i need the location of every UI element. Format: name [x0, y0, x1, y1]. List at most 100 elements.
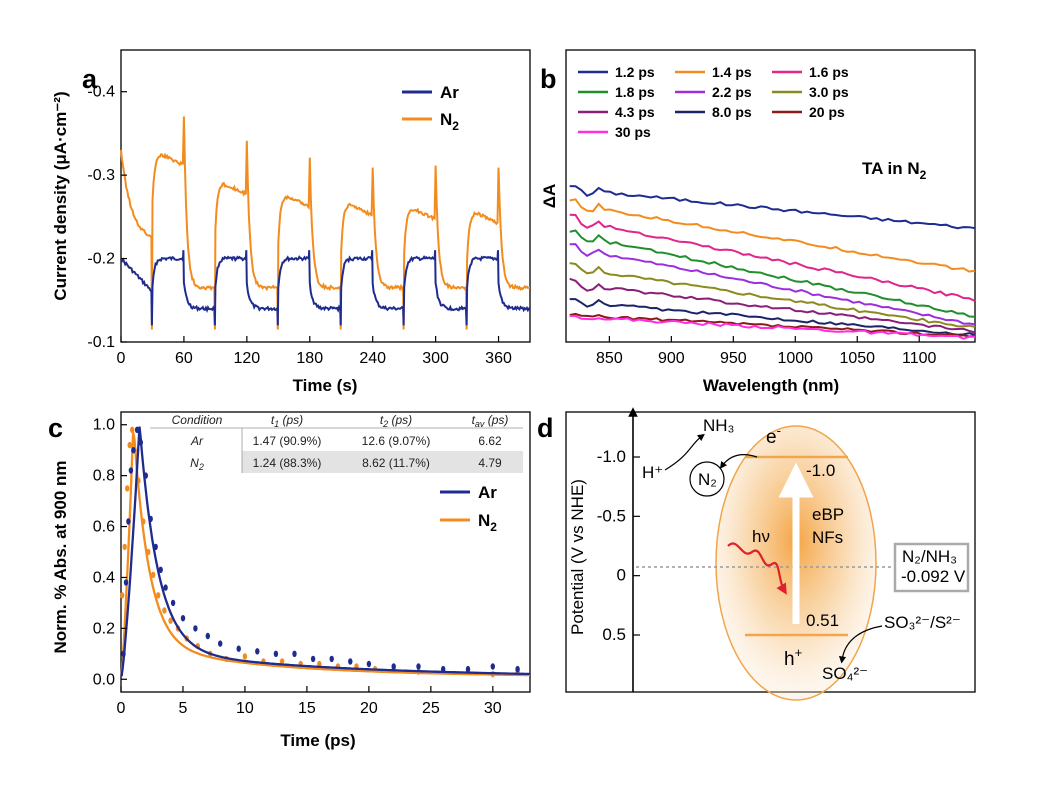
- data-point-ar: [310, 655, 316, 663]
- fit-curve-n2: [120, 432, 530, 677]
- legend-label-a-main: N: [440, 110, 452, 129]
- legend-label-b: 30 ps: [615, 124, 651, 140]
- hole-symbol: h: [784, 649, 795, 670]
- plot-frame-b: [565, 49, 976, 343]
- table-cell-condition: Ar: [190, 434, 204, 448]
- data-point-ar: [366, 660, 372, 668]
- data-point-ar: [180, 615, 186, 622]
- y-tick-label-c: 0.6: [93, 519, 115, 536]
- data-point-ar: [153, 543, 158, 551]
- data-point-n2: [130, 426, 135, 433]
- table-row-highlight: [242, 451, 523, 473]
- legend-label-b: 3.0 ps: [809, 84, 849, 100]
- y-tick-label-a: -0.2: [87, 251, 115, 268]
- legend-label-c-main: Ar: [478, 483, 497, 502]
- x-tick-label-c: 5: [179, 700, 188, 717]
- ta-spectrum-30-ps: [569, 314, 975, 340]
- panel-d: d -1.0 -0.5 0 0.5 Potential (V vs NHE) e- -…: [537, 407, 976, 701]
- table-header-sub: 2: [382, 419, 388, 429]
- y-axis-label-b: ΔA: [540, 184, 559, 209]
- vb-value: 0.51: [806, 611, 839, 630]
- data-point-n2: [156, 592, 161, 599]
- x-tick-label-b: 1100: [902, 350, 937, 367]
- data-point-ar: [131, 447, 136, 454]
- photon-label: hν: [752, 527, 770, 546]
- table-header: t1 (ps): [271, 413, 303, 429]
- electron-charge: -: [777, 423, 781, 438]
- table-header-suffix: (ps): [484, 413, 508, 427]
- x-tick-label-c: 15: [298, 700, 316, 717]
- table-header: Condition: [172, 413, 223, 427]
- legend-label-b: 8.0 ps: [712, 104, 752, 120]
- legend-label-b: 1.2 ps: [615, 64, 655, 80]
- legend-label-b: 1.4 ps: [712, 64, 752, 80]
- legend-label-a-main: Ar: [440, 83, 459, 102]
- table-header-text: Condition: [172, 413, 223, 427]
- panel-a: a 0 60 120 180 240 300 360 -0.1 -0.2 -0.3 -0.4 Tim…: [51, 49, 531, 395]
- data-point-n2: [120, 592, 125, 599]
- table-cell-t2: 12.6 (9.07%): [362, 434, 431, 448]
- x-tick-label-b: 900: [658, 350, 685, 367]
- panel-b: b 850 900 950 1000 1050 1100 Wavelength (nm) …: [540, 49, 976, 395]
- data-point-ar: [490, 663, 495, 670]
- data-point-ar: [193, 625, 198, 632]
- material-label-2: NFs: [812, 528, 843, 547]
- light-wave-icon: [727, 542, 787, 595]
- data-point-n2: [168, 617, 173, 624]
- ta-annotation-text: TA in N: [862, 159, 920, 178]
- legend-label-b: 1.8 ps: [615, 84, 655, 100]
- hole-label: h+: [784, 645, 802, 670]
- y-tick-label-c: 0.0: [93, 671, 115, 688]
- ta-spectrum-4-3-ps: [569, 277, 976, 334]
- y-axis-label-c: Norm. % Abs. at 900 nm: [51, 460, 70, 653]
- y-axis-label-d: Potential (V vs NHE): [568, 479, 587, 635]
- fit-curve-ar: [120, 426, 531, 677]
- x-axis-label-c: Time (ps): [280, 731, 355, 750]
- table-header-suffix: (ps): [388, 413, 412, 427]
- sacrificial-agent: SO₃²⁻/S²⁻: [884, 613, 961, 632]
- condition-name: N: [190, 456, 199, 470]
- ta-spectrum-1-6-ps: [569, 213, 976, 302]
- x-axis-label-a: Time (s): [293, 376, 358, 395]
- condition-sub: 2: [198, 462, 204, 472]
- x-tick-label-a: 360: [485, 350, 512, 367]
- ta-spectrum-1-8-ps: [569, 229, 976, 318]
- y-tick-label-d: -0.5: [597, 506, 626, 525]
- y-tick-label-c: 0.4: [93, 569, 115, 586]
- legend-label-c-main: N: [478, 511, 490, 530]
- panel-label-d: d: [537, 413, 554, 443]
- data-point-n2: [279, 658, 285, 665]
- x-tick-label-c: 10: [236, 700, 254, 717]
- cb-value: -1.0: [806, 461, 835, 480]
- y-tick-label-c: 1.0: [93, 417, 115, 434]
- data-point-ar: [441, 665, 446, 673]
- table-cell-t1: 1.24 (88.3%): [253, 456, 322, 470]
- y-axis-label-a: Current density (μA·cm⁻²): [51, 91, 70, 300]
- x-tick-label-c: 25: [422, 700, 440, 717]
- panel-label-b: b: [540, 64, 557, 94]
- data-point-n2: [242, 653, 248, 660]
- x-tick-label-a: 120: [233, 350, 260, 367]
- ta-spectrum-8-0-ps: [569, 298, 976, 336]
- data-point-ar: [465, 665, 471, 673]
- y-tick-label-c: 0.8: [93, 468, 115, 485]
- data-point-ar: [143, 472, 148, 479]
- ta-spectrum-1-2-ps: [569, 185, 976, 230]
- table-cell-t2: 8.62 (11.7%): [362, 456, 430, 470]
- electron-transfer-arrow: [719, 454, 758, 469]
- x-tick-label-a: 0: [117, 350, 126, 367]
- data-point-n2: [162, 607, 167, 614]
- hplus-label: H⁺: [642, 463, 663, 482]
- data-point-ar: [128, 467, 134, 474]
- table-header-sub: av: [475, 419, 485, 429]
- data-point-ar: [121, 650, 126, 657]
- table-header-text: t: [271, 413, 275, 427]
- data-point-ar: [148, 515, 153, 523]
- x-tick-label-b: 850: [596, 350, 623, 367]
- y-tick-label-d: -1.0: [597, 447, 626, 466]
- x-tick-label-a: 180: [296, 350, 323, 367]
- data-point-ar: [416, 663, 421, 670]
- data-point-ar: [329, 655, 334, 663]
- table-cell-condition: N2: [190, 456, 204, 472]
